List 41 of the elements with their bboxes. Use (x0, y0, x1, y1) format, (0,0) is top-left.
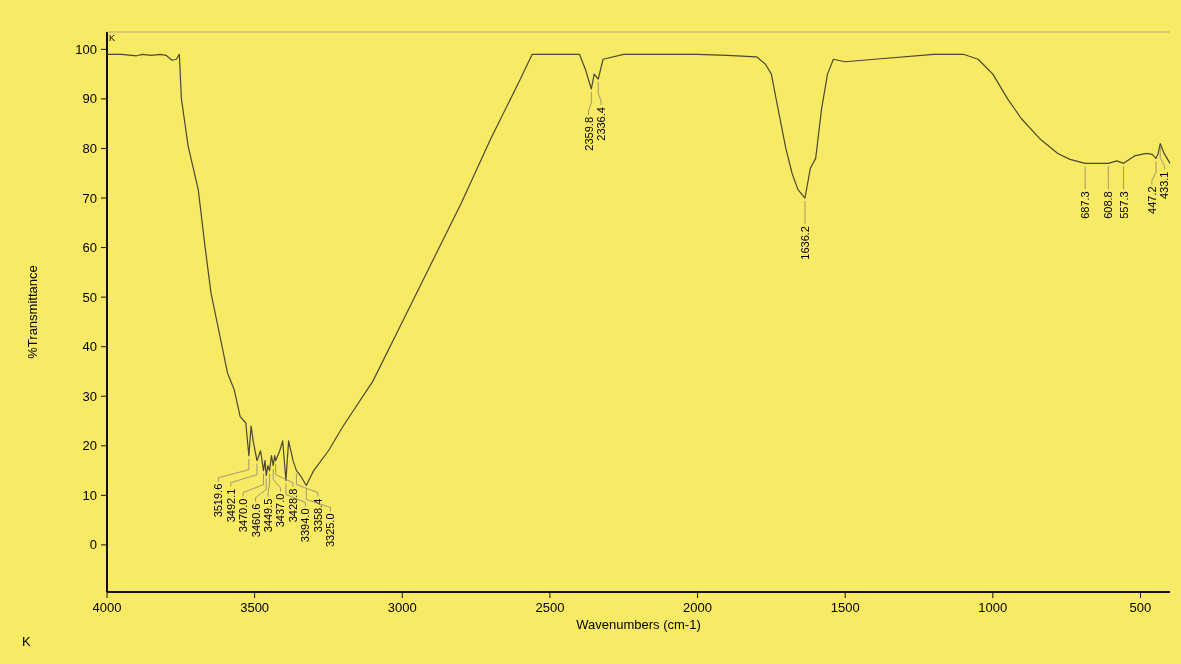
annotation: 3519.6 (212, 483, 225, 518)
annotation: 3460.6 (249, 503, 262, 538)
annotation: K (109, 33, 116, 43)
y-tick-label: 0 (89, 537, 97, 553)
x-tick-label: 2000 (683, 600, 713, 615)
y-tick-label: 100 (75, 41, 97, 57)
annotation: 3437.0 (274, 493, 287, 528)
x-tick-label: 500 (1129, 600, 1152, 615)
y-tick-label: 80 (82, 141, 97, 157)
annotation: 3325.0 (324, 513, 337, 548)
annotation: 1636.2 (798, 226, 811, 260)
y-tick-label: 30 (82, 388, 97, 404)
annotation: 3492.1 (224, 488, 237, 523)
y-tick-label: 60 (82, 240, 97, 256)
y-tick-label: 40 (82, 339, 97, 355)
annotation: 557.3 (1117, 191, 1130, 219)
x-axis-title: Wavenumbers (cm-1) (576, 617, 701, 632)
annotation: 2359.8 (582, 116, 595, 151)
text: K (22, 634, 31, 649)
annotation: 3358.4 (311, 498, 324, 533)
annotation: 608.8 (1102, 191, 1115, 219)
annotation: 2336.4 (595, 107, 608, 141)
x-tick-label: 2500 (535, 600, 565, 615)
y-tick-label: 20 (82, 438, 97, 454)
annotation: 3449.5 (262, 498, 275, 533)
y-tick-label: 50 (82, 289, 97, 305)
x-tick-label: 1000 (978, 600, 1008, 615)
x-tick-label: 1500 (830, 600, 860, 615)
annotation: 3394.0 (299, 508, 312, 543)
y-tick-label: 70 (82, 190, 97, 206)
y-tick-label: 10 (82, 487, 97, 503)
annotation: 687.3 (1079, 191, 1092, 219)
annotation: 3428.8 (286, 488, 299, 523)
x-tick-label: 3500 (240, 600, 270, 615)
annotation: 433.1 (1158, 171, 1171, 200)
annotation: 447.2 (1145, 186, 1158, 214)
y-tick-label: 90 (82, 91, 97, 107)
x-tick-label: 4000 (92, 600, 122, 615)
annotation: 3470.0 (237, 498, 250, 533)
y-axis-title: %Transmittance (25, 265, 40, 359)
x-tick-label: 3000 (387, 600, 417, 615)
